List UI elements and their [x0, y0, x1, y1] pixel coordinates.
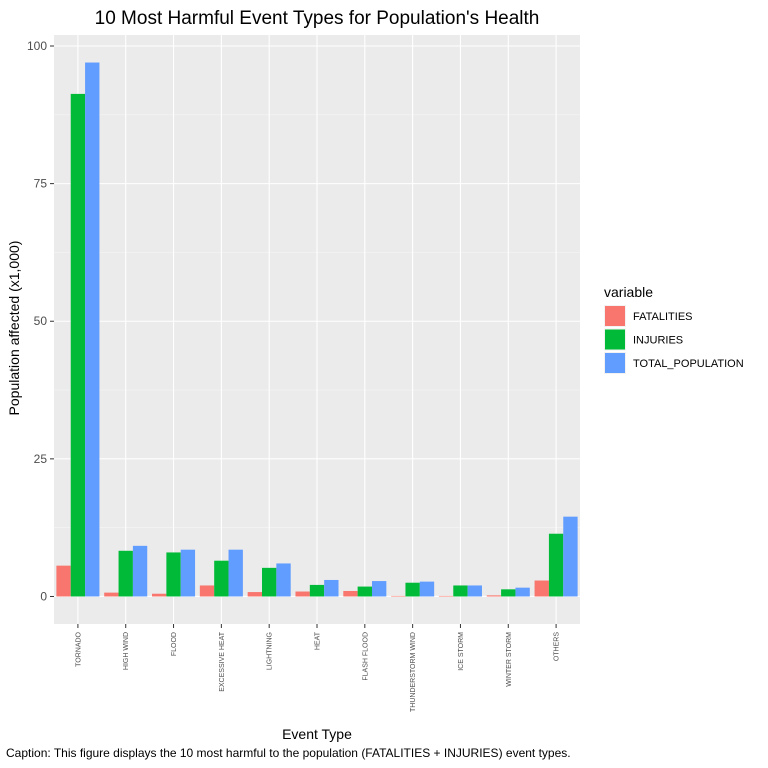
bar-fatalities-others [534, 580, 549, 597]
plot-panel [54, 35, 580, 624]
bar-fatalities-high-wind [104, 592, 119, 597]
x-tick-label: LIGHTNING [267, 632, 274, 670]
x-tick-label: EXCESSIVE HEAT [219, 631, 226, 692]
legend-title: variable [604, 284, 653, 300]
bar-fatalities-winter-storm [486, 595, 502, 597]
bar-total-population-flash-flood [371, 581, 387, 597]
x-axis-title: Event Type [282, 726, 352, 742]
x-tick-label: HEAT [315, 631, 322, 650]
legend-label: TOTAL_POPULATION [633, 358, 744, 370]
bar-injuries-lightning [262, 567, 277, 597]
y-tick-label: 0 [40, 589, 47, 603]
bar-total-population-high-wind [132, 545, 148, 597]
bar-total-population-lightning [276, 563, 291, 597]
bar-injuries-winter-storm [501, 589, 516, 597]
bar-fatalities-ice-storm [438, 595, 454, 597]
y-tick-label: 100 [27, 39, 47, 53]
bar-total-population-thunderstorm-wind [419, 581, 435, 597]
legend: variable FATALITIES INJURIES TOTAL_POPULAT… [604, 284, 744, 374]
y-tick-label: 75 [34, 177, 48, 191]
bar-total-population-others [563, 516, 578, 597]
chart-title: 10 Most Harmful Event Types for Populati… [95, 8, 540, 29]
y-axis: 0 25 50 75 100 [27, 39, 54, 603]
bar-fatalities-thunderstorm-wind [391, 595, 406, 597]
bar-injuries-excessive-heat [214, 560, 229, 597]
bar-injuries-flood [166, 552, 181, 597]
bar-injuries-heat [309, 584, 325, 597]
bar-injuries-thunderstorm-wind [405, 582, 420, 597]
bar-fatalities-heat [295, 591, 310, 597]
x-tick-label: ICE STORM [458, 632, 465, 671]
x-tick-label: HIGH WIND [123, 632, 130, 670]
bar-total-population-winter-storm [515, 587, 530, 597]
caption: Caption: This figure displays the 10 mos… [6, 746, 571, 760]
bar-total-population-heat [324, 579, 339, 597]
x-axis: TORNADO HIGH WIND FLOOD EXCESSIVE HEAT LIGHT… [75, 624, 561, 712]
bar-injuries-ice-storm [453, 585, 468, 597]
legend-key-injuries [605, 329, 625, 350]
y-tick-label: 50 [34, 314, 48, 328]
bar-total-population-flood [180, 549, 196, 597]
bar-total-population-ice-storm [467, 585, 482, 597]
bar-fatalities-excessive-heat [199, 585, 215, 597]
y-tick-label: 25 [34, 452, 48, 466]
legend-label: FATALITIES [633, 311, 693, 323]
bar-fatalities-tornado [56, 565, 71, 597]
x-tick-label: FLASH FLOOD [362, 632, 369, 681]
bar-total-population-tornado [85, 62, 100, 597]
legend-label: INJURIES [633, 335, 683, 347]
x-tick-label: WINTER STORM [506, 632, 513, 687]
bar-fatalities-flash-flood [343, 590, 358, 597]
legend-key-total-population [605, 353, 625, 373]
bar-total-population-excessive-heat [228, 549, 243, 597]
bar-injuries-high-wind [118, 550, 133, 597]
bar-fatalities-lightning [247, 592, 263, 597]
x-tick-label: TORNADO [75, 631, 82, 666]
bar-injuries-tornado [70, 93, 86, 597]
bar-injuries-others [548, 533, 564, 597]
x-tick-label: FLOOD [171, 632, 178, 656]
bar-injuries-flash-flood [357, 586, 372, 597]
x-tick-label: THUNDERSTORM WIND [410, 632, 417, 712]
legend-key-fatalities [605, 306, 625, 326]
x-tick-label: OTHERS [554, 632, 561, 662]
bar-fatalities-flood [152, 593, 167, 597]
y-axis-title: Population affected (x1,000) [6, 241, 22, 416]
